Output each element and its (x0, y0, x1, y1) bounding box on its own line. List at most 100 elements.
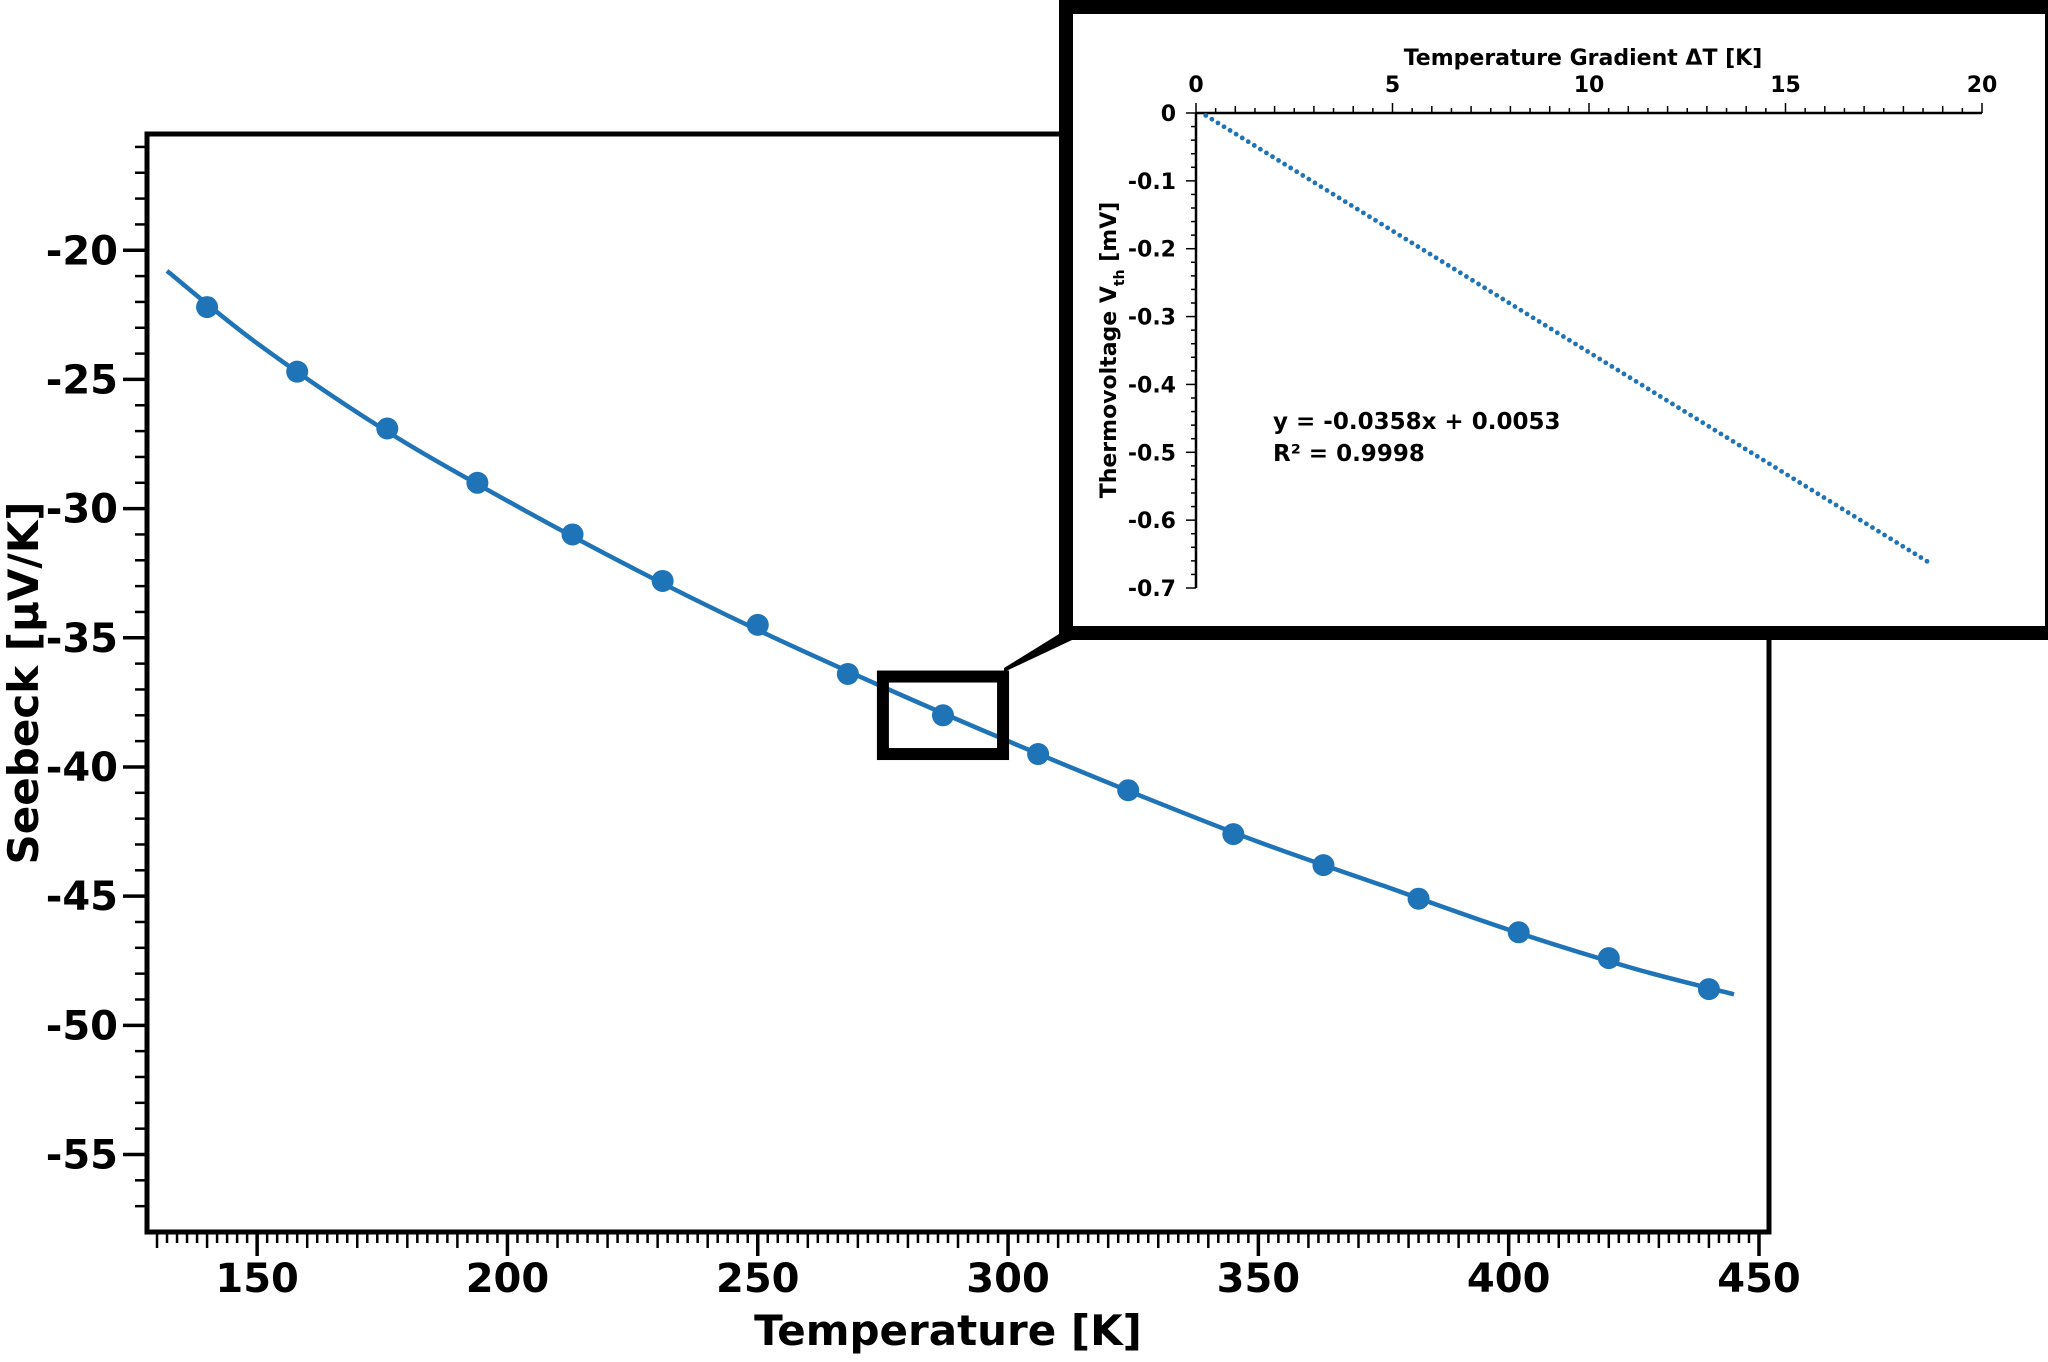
callout-connector (1004, 626, 1072, 672)
inset-data-point (1379, 221, 1384, 227)
x-axis-label: Temperature [K] (754, 1306, 1142, 1355)
inset-data-point (1233, 131, 1239, 137)
inset-data-point (1385, 225, 1391, 231)
inset-y-tick-label: -0.1 (1128, 170, 1176, 195)
inset-data-point (1700, 420, 1706, 426)
y-axis-label: Seebeck [μV/K] (0, 502, 48, 865)
inset-data-point (1918, 555, 1924, 560)
inset-data-point (1457, 270, 1463, 276)
inset-data-point (1754, 453, 1760, 459)
data-point (746, 613, 769, 636)
inset-data-point (1548, 326, 1554, 332)
inset-data-point (1318, 184, 1324, 190)
inset-data-point (1324, 187, 1330, 193)
inset-data-point (1536, 319, 1542, 324)
inset-y-tick-label: -0.5 (1128, 441, 1176, 466)
inset-x-axis-label: Temperature Gradient ΔT [K] (1404, 46, 1763, 71)
inset-data-point (1579, 345, 1584, 351)
inset-data-point (1500, 296, 1506, 302)
inset-data-point (1409, 240, 1415, 246)
x-tick-label: 350 (1217, 1256, 1301, 1302)
inset-data-point (1670, 401, 1675, 407)
inset-data-point (1239, 135, 1245, 141)
inset-data-point (1742, 446, 1748, 452)
inset-data-point (1391, 229, 1397, 235)
inset-data-point (1748, 450, 1754, 456)
y-tick-label: -45 (46, 874, 118, 920)
inset-data-point (1215, 120, 1221, 126)
inset-data-point (1354, 206, 1360, 212)
inset-data-point (1857, 517, 1863, 523)
inset-data-point (1906, 547, 1912, 553)
inset-data-point (1797, 480, 1803, 485)
inset-data-point (1421, 247, 1427, 253)
inset-data-point (1433, 255, 1439, 261)
inset-x-tick-label: 0 (1188, 73, 1203, 98)
data-point (561, 523, 584, 546)
inset-data-point (1512, 304, 1518, 309)
inset-data-point (1633, 379, 1639, 384)
inset-data-point (1827, 498, 1833, 504)
inset-data-point (1615, 367, 1621, 373)
inset-data-point (1445, 262, 1451, 268)
inset-data-point (1924, 558, 1930, 564)
inset-y-label-sub: th (1112, 269, 1128, 286)
inset-data-point (1760, 457, 1766, 463)
inset-data-point (1221, 124, 1227, 130)
data-point (1507, 921, 1530, 944)
inset-data-point (1506, 300, 1512, 306)
data-point (651, 569, 674, 592)
inset-data-point (1718, 431, 1724, 437)
inset-axes (1186, 103, 1983, 589)
inset-data-point (1688, 412, 1694, 418)
fit-equation: y = -0.0358x + 0.0053 (1273, 409, 1560, 435)
inset-data-point (1300, 173, 1306, 178)
data-point (1027, 743, 1050, 766)
inset-data-point (1833, 502, 1839, 508)
inset-data-point (1439, 259, 1445, 264)
inset-data-points (1203, 113, 1930, 564)
inset-data-point (1567, 337, 1572, 343)
inset-data-point (1694, 416, 1700, 422)
inset-data-point (1203, 113, 1209, 118)
inset-data-point (1821, 495, 1827, 500)
inset-data-point (1227, 128, 1233, 133)
main-minor-ticks (123, 145, 1761, 1256)
inset-data-point (1330, 191, 1336, 197)
inset-data-point (1870, 525, 1875, 530)
inset-data-point (1415, 244, 1421, 249)
data-points (196, 296, 1720, 1001)
inset-y-tick-label: -0.7 (1128, 577, 1176, 602)
inset-data-point (1257, 146, 1263, 152)
inset-data-point (1815, 491, 1821, 497)
inset-data-point (1312, 180, 1318, 186)
inset-data-point (1912, 551, 1918, 557)
x-tick-label: 150 (215, 1256, 299, 1302)
inset-data-point (1524, 311, 1530, 317)
inset-data-point (1276, 158, 1281, 163)
inset-data-point (1730, 438, 1736, 444)
inset-data-point (1736, 442, 1742, 448)
x-tick-label: 400 (1467, 1256, 1551, 1302)
inset-data-point (1779, 468, 1784, 474)
main-x-ticks: 150 200 250 300 350 400 450 (215, 1256, 1800, 1302)
inset-data-point (1791, 476, 1797, 482)
inset-data-point (1839, 506, 1845, 512)
inset-data-point (1294, 169, 1300, 175)
inset-data-point (1663, 397, 1669, 403)
inset-data-point (1603, 360, 1609, 366)
inset-data-point (1554, 330, 1560, 336)
data-point (931, 704, 954, 727)
inset-data-point (1560, 334, 1566, 339)
inset-data-point (1803, 483, 1809, 489)
inset-data-point (1494, 292, 1500, 298)
inset-data-point (1888, 536, 1894, 542)
inset-data-point (1245, 139, 1251, 145)
inset-data-point (1627, 375, 1633, 381)
inset-data-point (1360, 210, 1366, 216)
inset-data-point (1427, 251, 1433, 257)
inset-data-point (1403, 236, 1409, 242)
inset-frame (1059, 0, 2048, 640)
inset-x-tick-label: 10 (1574, 73, 1605, 98)
